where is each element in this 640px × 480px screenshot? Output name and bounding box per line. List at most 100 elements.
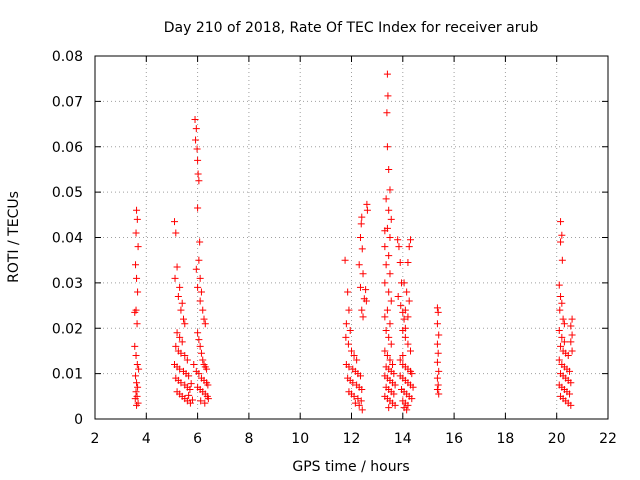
data-point — [396, 258, 404, 266]
data-point — [133, 401, 141, 409]
data-point — [397, 302, 405, 310]
data-point — [435, 367, 443, 375]
data-point — [194, 283, 202, 291]
data-point — [383, 143, 391, 151]
y-tick-label: 0.05 — [52, 185, 83, 201]
data-point — [132, 388, 140, 396]
data-point — [174, 292, 182, 300]
data-point — [363, 206, 371, 214]
data-point — [341, 256, 349, 264]
data-point — [399, 351, 407, 359]
data-point — [173, 263, 181, 271]
data-point — [133, 361, 141, 369]
data-point — [351, 399, 359, 407]
data-point — [172, 342, 180, 350]
data-point — [133, 215, 141, 223]
data-point — [173, 329, 181, 337]
data-point — [133, 274, 141, 282]
data-point — [390, 390, 398, 398]
data-point — [171, 218, 179, 226]
data-point — [178, 338, 186, 346]
data-point — [558, 256, 566, 264]
data-point — [358, 245, 366, 253]
data-point — [132, 229, 140, 237]
x-tick-label: 4 — [142, 431, 151, 447]
data-point — [200, 315, 208, 323]
data-point — [195, 256, 203, 264]
data-point — [406, 347, 414, 355]
data-point — [386, 234, 394, 241]
data-point — [134, 243, 142, 251]
data-point — [435, 331, 443, 339]
data-point — [385, 333, 393, 341]
data-point — [566, 367, 574, 375]
data-point — [567, 379, 575, 387]
data-point — [382, 195, 390, 203]
data-point — [386, 186, 394, 194]
data-point — [131, 395, 139, 403]
data-point — [199, 306, 207, 314]
y-tick-label: 0.07 — [52, 94, 83, 110]
data-point — [558, 299, 566, 307]
data-point — [396, 356, 404, 364]
data-point — [183, 356, 191, 364]
data-point — [194, 204, 202, 212]
data-point — [204, 381, 212, 389]
data-point — [433, 358, 441, 366]
data-point — [383, 70, 391, 78]
x-tick-label: 10 — [291, 431, 309, 447]
data-point — [382, 327, 390, 335]
data-point — [559, 315, 567, 323]
data-point — [188, 396, 196, 404]
data-point — [197, 288, 205, 296]
data-point — [433, 374, 441, 382]
data-point — [433, 320, 441, 328]
data-point — [381, 279, 389, 287]
data-point — [381, 243, 389, 251]
data-point — [568, 315, 576, 323]
x-tick-label: 8 — [244, 431, 253, 447]
data-point — [434, 349, 442, 357]
data-point — [346, 327, 354, 335]
data-point — [404, 340, 412, 348]
data-point — [133, 206, 141, 214]
data-point — [195, 370, 203, 378]
data-point — [203, 365, 211, 373]
data-point — [357, 220, 365, 228]
data-point — [435, 390, 443, 398]
data-point — [353, 356, 361, 364]
data-point — [403, 288, 411, 296]
y-tick-label: 0 — [74, 412, 83, 428]
data-point — [567, 401, 575, 409]
y-tick-label: 0.02 — [52, 321, 83, 337]
data-point — [383, 351, 391, 359]
data-point — [386, 320, 394, 328]
data-point — [359, 313, 367, 321]
ticks — [94, 55, 609, 420]
data-point — [187, 380, 195, 388]
data-point — [356, 283, 364, 291]
data-point — [558, 333, 566, 341]
data-point — [383, 306, 391, 314]
data-point — [342, 333, 350, 341]
x-tick-label: 16 — [445, 431, 463, 447]
data-point — [557, 292, 565, 300]
data-point — [196, 342, 204, 350]
data-point — [385, 288, 393, 296]
data-point — [359, 270, 367, 278]
data-point — [194, 329, 202, 337]
data-point — [186, 386, 194, 394]
data-point — [383, 224, 391, 232]
data-point — [201, 320, 209, 328]
data-point — [391, 381, 399, 389]
x-tick-label: 20 — [548, 431, 566, 447]
data-point — [197, 349, 205, 357]
data-point — [567, 322, 575, 330]
data-point — [408, 395, 416, 403]
data-point — [385, 165, 393, 173]
data-point — [356, 372, 364, 380]
x-tick-label: 18 — [496, 431, 514, 447]
data-point — [385, 404, 393, 412]
